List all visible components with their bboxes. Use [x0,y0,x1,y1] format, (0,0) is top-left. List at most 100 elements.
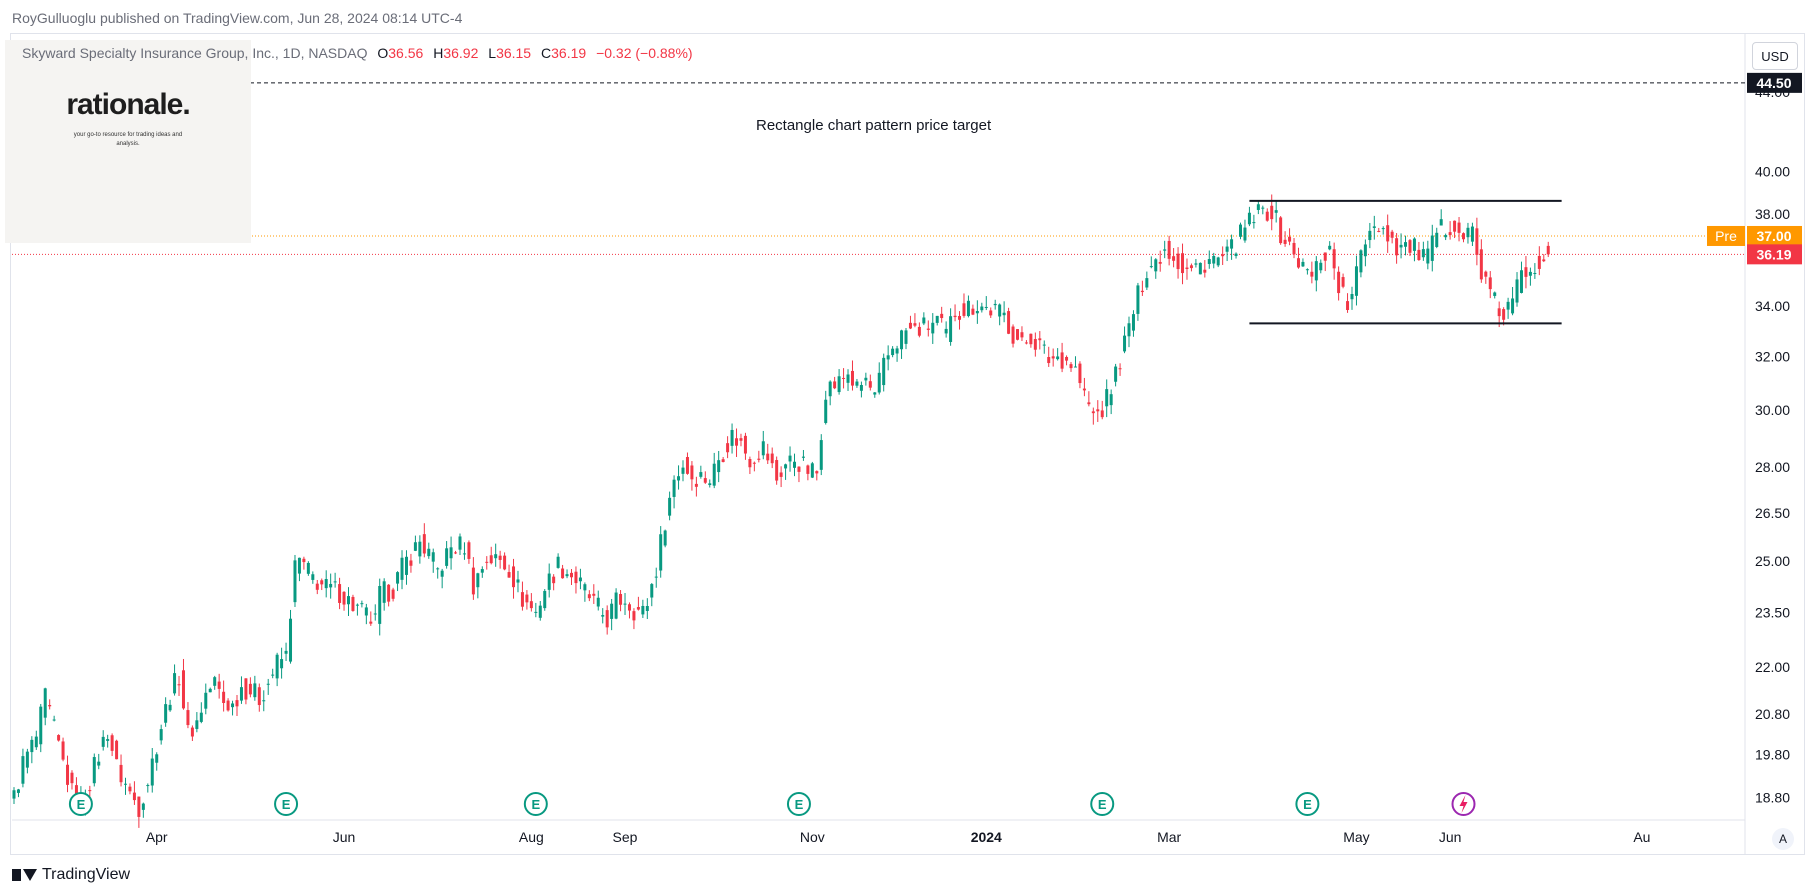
candle-body[interactable] [440,570,444,577]
candle-body[interactable] [668,497,672,516]
candle-body[interactable] [1234,253,1238,256]
candle-body[interactable] [1163,249,1167,251]
candle-body[interactable] [101,736,105,747]
candle-body[interactable] [266,683,270,685]
candle-body[interactable] [641,605,645,615]
candle-body[interactable] [1118,368,1122,370]
candle-body[interactable] [895,348,899,354]
candle-body[interactable] [186,710,190,726]
candle-body[interactable] [873,392,877,395]
candle-body[interactable] [1216,257,1220,266]
candle-body[interactable] [449,547,453,559]
candle-body[interactable] [70,772,74,784]
candle-body[interactable] [30,739,34,753]
candle-body[interactable] [115,740,119,760]
candle-body[interactable] [1002,312,1006,316]
candle-body[interactable] [931,322,935,334]
candle-body[interactable] [636,607,640,610]
candle-body[interactable] [431,552,435,562]
candle-body[interactable] [329,583,333,588]
candle-body[interactable] [672,479,676,497]
candle-body[interactable] [248,683,252,695]
candle-body[interactable] [324,578,328,589]
candle-body[interactable] [458,536,462,550]
candle-body[interactable] [1011,326,1015,344]
candle-body[interactable] [1056,356,1060,360]
candle-body[interactable] [1493,292,1497,296]
candle-body[interactable] [355,604,359,606]
candle-body[interactable] [962,303,966,316]
candle-body[interactable] [601,615,605,617]
candle-body[interactable] [159,729,163,741]
candle-body[interactable] [400,557,404,580]
candle-body[interactable] [92,757,96,784]
candle-body[interactable] [1158,261,1162,264]
candle-body[interactable] [1395,238,1399,256]
candle-body[interactable] [837,376,841,393]
candle-body[interactable] [1109,394,1113,406]
candle-body[interactable] [1239,224,1242,237]
candle-body[interactable] [48,704,52,707]
candle-body[interactable] [984,306,988,308]
candle-body[interactable] [418,541,422,557]
candle-body[interactable] [119,764,123,783]
candle-body[interactable] [958,316,962,320]
candle-body[interactable] [16,789,20,793]
candle-body[interactable] [1073,366,1077,368]
candle-body[interactable] [770,453,774,464]
candle-body[interactable] [1225,246,1229,252]
candle-body[interactable] [797,466,801,472]
candle-body[interactable] [382,581,386,603]
candle-body[interactable] [735,438,739,446]
candle-body[interactable] [810,463,814,478]
candle-body[interactable] [900,330,904,350]
candle-body[interactable] [1123,335,1127,352]
candle-body[interactable] [480,569,484,573]
candle-body[interactable] [677,476,681,481]
candle-body[interactable] [1457,222,1461,233]
candle-body[interactable] [302,558,306,563]
candle-body[interactable] [369,621,373,624]
candle-body[interactable] [632,611,636,621]
candle-body[interactable] [1497,308,1501,317]
candle-body[interactable] [529,601,533,609]
candle-body[interactable] [43,688,47,718]
candle-body[interactable] [173,673,177,694]
candle-body[interactable] [195,720,199,729]
candle-body[interactable] [462,553,466,555]
candle-body[interactable] [824,399,828,423]
candle-body[interactable] [949,316,953,342]
candle-body[interactable] [1435,232,1439,247]
candle-body[interactable] [1484,271,1488,277]
candle-body[interactable] [1127,323,1131,337]
candle-body[interactable] [289,618,293,662]
candle-body[interactable] [1033,339,1037,350]
candle-body[interactable] [561,568,565,579]
candle-body[interactable] [1475,228,1479,255]
candle-body[interactable] [779,472,783,477]
candle-body[interactable] [681,467,685,474]
candle-body[interactable] [846,374,850,383]
candle-body[interactable] [489,555,493,564]
candle-body[interactable] [1337,271,1341,294]
candle-body[interactable] [1386,225,1390,242]
candle-body[interactable] [155,754,159,763]
candle-body[interactable] [1029,333,1033,345]
candle-body[interactable] [1087,402,1091,405]
candle-body[interactable] [12,790,16,799]
candle-body[interactable] [1439,219,1443,226]
candle-body[interactable] [1314,261,1318,281]
candle-body[interactable] [222,691,226,703]
candle-body[interactable] [703,478,707,483]
candle-body[interactable] [788,455,792,462]
candle-body[interactable] [1065,356,1069,361]
candle-body[interactable] [21,756,25,784]
earnings-marker[interactable] [523,792,548,816]
candle-body[interactable] [913,323,917,326]
candle-body[interactable] [1221,254,1225,257]
candle-body[interactable] [1502,309,1506,320]
candle-body[interactable] [1296,258,1300,268]
candle-body[interactable] [1007,311,1011,334]
candle-body[interactable] [66,764,70,785]
candle-body[interactable] [1283,239,1287,244]
